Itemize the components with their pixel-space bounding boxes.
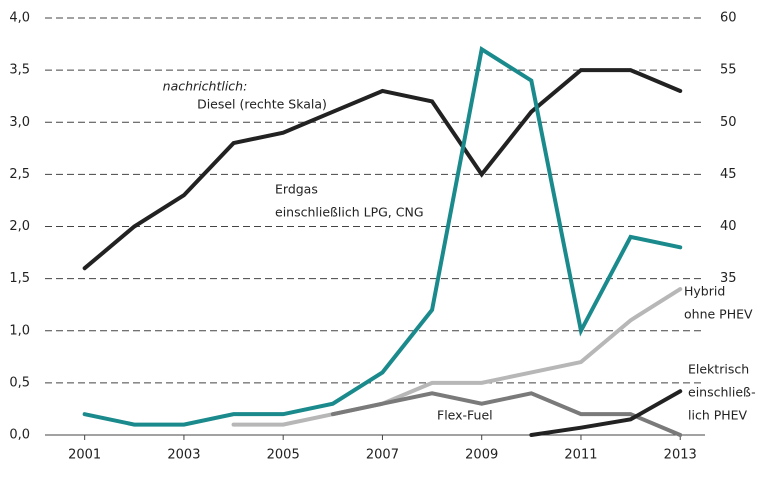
y2-tick-label: 40 (720, 219, 737, 234)
y-tick-label: 2,5 (9, 167, 30, 182)
y-tick-label: 2,0 (9, 219, 30, 234)
annotation: einschließlich LPG, CNG (275, 205, 424, 220)
y-tick-label: 0,5 (9, 375, 30, 390)
annotation: Elektrisch (688, 362, 749, 377)
y2-tick-label: 45 (720, 167, 737, 182)
y2-tick-label: 35 (720, 271, 737, 286)
y-tick-label: 1,5 (9, 271, 30, 286)
annotation: nachrichtlich: (163, 79, 248, 94)
y-tick-label: 1,0 (9, 323, 30, 338)
annotation: Diesel (rechte Skala) (197, 97, 327, 112)
y-tick-label: 3,5 (9, 63, 30, 78)
annotation: einschließ- (688, 385, 756, 400)
y2-tick-label: 60 (720, 11, 737, 26)
annotation: Erdgas (275, 182, 318, 197)
x-tick-label: 2001 (68, 448, 101, 463)
x-tick-label: 2009 (465, 448, 498, 463)
x-tick-label: 2003 (167, 448, 200, 463)
annotation: lich PHEV (688, 408, 748, 423)
series-line (330, 391, 683, 437)
annotation: Hybrid (684, 284, 725, 299)
x-tick-label: 2013 (664, 448, 697, 463)
annotation: Flex-Fuel (437, 408, 493, 423)
y2-tick-label: 50 (720, 115, 737, 130)
y-tick-label: 4,0 (9, 11, 30, 26)
y2-tick-label: 55 (720, 63, 737, 78)
x-tick-label: 2005 (267, 448, 300, 463)
series-line (82, 68, 683, 271)
series-line (231, 287, 683, 427)
x-tick-label: 2007 (366, 448, 399, 463)
series-line (82, 46, 683, 427)
x-tick-label: 2011 (564, 448, 597, 463)
annotation: ohne PHEV (684, 307, 753, 322)
series-line (529, 389, 683, 437)
y-tick-label: 3,0 (9, 115, 30, 130)
y-tick-label: 0,0 (9, 428, 30, 443)
